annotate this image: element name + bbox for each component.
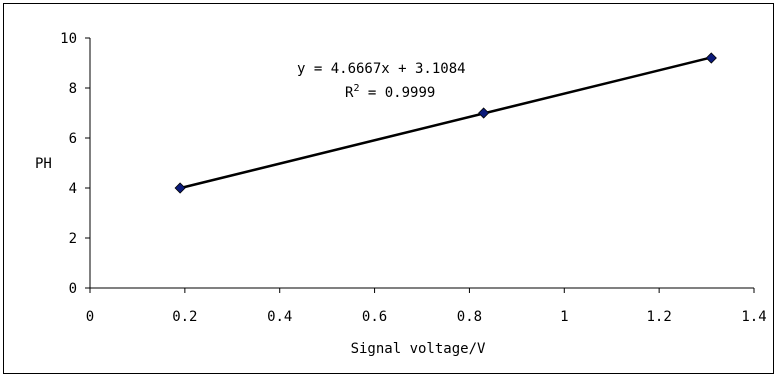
- y-tick-label: 10: [60, 31, 77, 47]
- x-axis-title: Signal voltage/V: [351, 341, 486, 357]
- x-tick-label: 0.8: [457, 309, 482, 325]
- y-tick-label: 6: [69, 131, 77, 147]
- y-ticks: 0 2 4 6 8 10: [60, 31, 90, 297]
- x-tick-label: 0: [86, 309, 94, 325]
- x-tick-label: 0.6: [362, 309, 387, 325]
- x-tick-label: 1.2: [646, 309, 671, 325]
- data-point: [478, 107, 490, 119]
- x-tick-label: 0.4: [267, 309, 292, 325]
- r-squared: R2 = 0.9999: [345, 83, 435, 101]
- data-point: [705, 52, 717, 64]
- trendline: [179, 56, 712, 190]
- axes: [89, 38, 754, 289]
- x-tick-label: 1.4: [741, 309, 766, 325]
- x-tick-label: 0.2: [172, 309, 197, 325]
- y-tick-label: 8: [69, 81, 77, 97]
- chart-frame: [3, 3, 774, 374]
- y-tick-label: 0: [69, 281, 77, 297]
- x-ticks: 0 0.2 0.4 0.6 0.8 1 1.2 1.4: [86, 288, 767, 325]
- trend-equation: y = 4.6667x + 3.1084: [297, 61, 466, 77]
- y-tick-label: 2: [69, 231, 77, 247]
- x-tick-label: 1: [560, 309, 568, 325]
- data-points: [174, 52, 717, 194]
- y-tick-label: 4: [69, 181, 77, 197]
- y-axis-title: PH: [35, 156, 52, 172]
- data-point: [174, 182, 186, 194]
